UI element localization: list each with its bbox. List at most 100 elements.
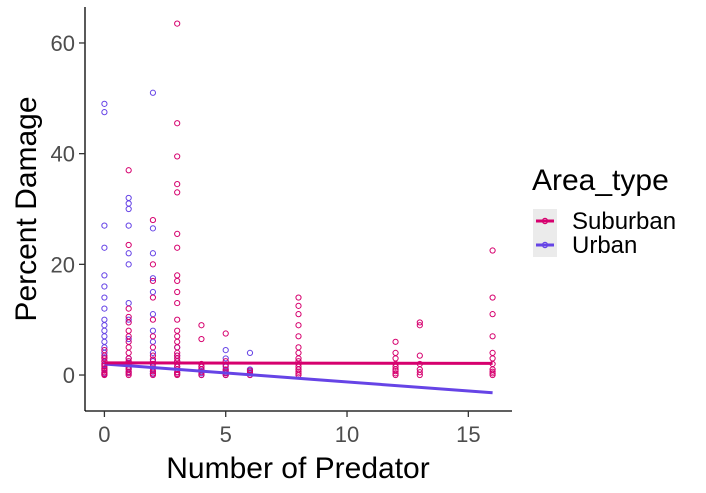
data-point [125, 344, 132, 351]
data-point [174, 272, 181, 279]
data-point [174, 338, 181, 345]
data-point [149, 316, 157, 323]
y-tick-label: 40 [51, 142, 75, 167]
legend-key-point [541, 241, 549, 249]
data-point [149, 327, 157, 334]
data-point [149, 216, 157, 224]
data-point [101, 338, 108, 345]
data-point [246, 349, 254, 356]
x-tick-label: 0 [98, 422, 110, 447]
trend-line-suburban [104, 361, 493, 365]
data-point [101, 294, 108, 301]
data-point [174, 299, 181, 307]
data-point [149, 311, 157, 318]
data-point [149, 250, 157, 257]
data-point [125, 305, 132, 312]
data-point [149, 288, 157, 296]
data-point [489, 311, 496, 318]
data-point [125, 349, 132, 356]
x-tick-label: 10 [335, 422, 359, 447]
data-point [174, 277, 181, 285]
data-point [489, 294, 496, 301]
data-point [174, 333, 181, 340]
data-point [416, 352, 423, 359]
data-point [149, 333, 157, 340]
data-point [174, 181, 181, 188]
data-point [489, 247, 496, 254]
series-urban-points [101, 89, 254, 379]
data-point [174, 288, 181, 296]
data-point [295, 311, 302, 318]
data-point [125, 299, 132, 307]
data-point [416, 319, 423, 326]
data-point [174, 153, 181, 160]
data-point [101, 272, 108, 279]
data-point [101, 355, 108, 362]
legend-item-urban: Urban [533, 232, 637, 259]
data-point [149, 275, 157, 282]
data-point [489, 333, 496, 340]
data-point [295, 294, 302, 301]
data-point [416, 322, 423, 329]
data-point [392, 355, 399, 362]
data-point [392, 338, 399, 345]
data-point [416, 369, 423, 376]
data-point [101, 347, 108, 354]
data-point [392, 349, 399, 356]
data-point [174, 20, 181, 27]
data-point [222, 355, 229, 362]
data-point [125, 241, 132, 249]
data-point [101, 109, 108, 116]
data-point [125, 222, 132, 229]
data-point [101, 100, 108, 107]
data-point [101, 305, 108, 312]
data-point [125, 327, 132, 334]
data-point [101, 333, 108, 340]
data-point [125, 316, 132, 323]
data-point [101, 283, 108, 290]
data-point [125, 335, 132, 343]
points [101, 20, 496, 379]
data-point [174, 344, 181, 351]
x-tick-label: 5 [220, 422, 232, 447]
data-point [101, 365, 108, 372]
data-point [295, 349, 302, 356]
data-point [174, 120, 181, 127]
data-point [101, 322, 108, 329]
data-point [125, 313, 132, 321]
data-point [174, 244, 181, 251]
data-point [222, 330, 229, 337]
data-point [125, 261, 132, 268]
legend-label: Urban [572, 232, 637, 259]
data-point [125, 200, 132, 207]
y-tick-label: 20 [51, 252, 75, 277]
data-point [246, 367, 254, 374]
data-point [125, 250, 132, 257]
data-point [198, 322, 205, 329]
data-point [174, 189, 181, 196]
ticks: 0 5 10 15 0 20 40 60 [51, 31, 481, 447]
legend-title: Area_type [532, 164, 669, 197]
data-point [489, 349, 496, 356]
axes [84, 7, 512, 412]
data-point [149, 294, 157, 301]
data-point [149, 89, 157, 96]
data-point [101, 367, 108, 374]
data-point [222, 347, 229, 354]
data-point [149, 225, 157, 232]
data-point [174, 316, 181, 323]
x-axis-title: Number of Predator [166, 452, 429, 485]
data-point [295, 322, 302, 329]
data-point [149, 277, 157, 285]
data-point [174, 327, 181, 334]
series-suburban-points [101, 20, 496, 379]
data-point [125, 167, 132, 174]
y-tick-label: 0 [63, 363, 75, 388]
data-point [149, 344, 157, 351]
legend-label: Suburban [572, 208, 676, 235]
data-point [125, 205, 132, 213]
trend-lines [104, 361, 493, 395]
y-tick-label: 60 [51, 31, 75, 56]
